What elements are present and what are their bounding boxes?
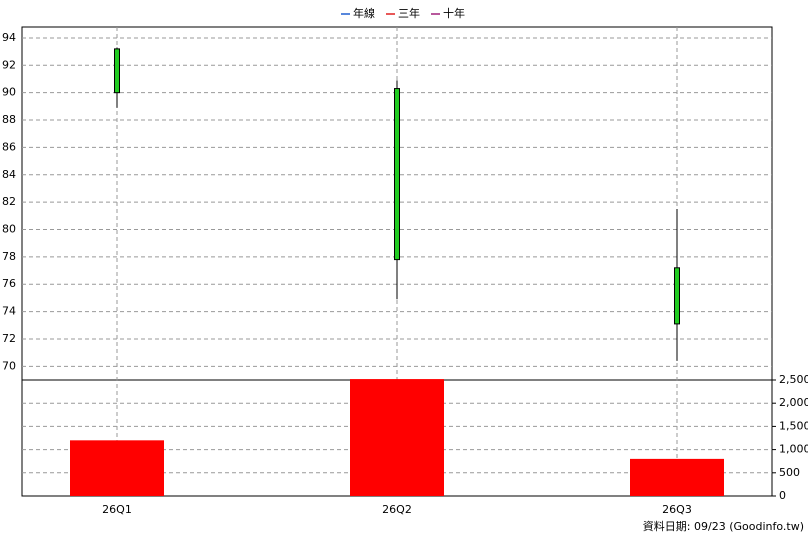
y-tick-label: 86 <box>2 140 16 153</box>
candle-body <box>394 88 400 261</box>
candle-body <box>674 267 680 325</box>
y-tick-label: 70 <box>2 359 16 372</box>
y2-tick-label: 1,500 <box>779 419 808 432</box>
legend-label: 年線 <box>353 6 375 20</box>
y-tick-label: 82 <box>2 195 16 208</box>
y-tick-label: 72 <box>2 332 16 345</box>
volume-bar <box>350 379 444 496</box>
y-tick-label: 80 <box>2 222 16 235</box>
y2-tick-label: 0 <box>779 489 786 502</box>
footer: 資料日期: 09/23 (Goodinfo.tw) <box>643 519 804 533</box>
x-tick-label: 26Q3 <box>662 503 692 516</box>
y-tick-label: 78 <box>2 250 16 263</box>
x-tick-label: 26Q1 <box>102 503 132 516</box>
y-tick-label: 74 <box>2 305 16 318</box>
y-tick-label: 76 <box>2 277 16 290</box>
candle-body <box>114 48 120 94</box>
y2-tick-label: 500 <box>779 466 800 479</box>
y-tick-label: 92 <box>2 58 16 71</box>
y-tick-label: 94 <box>2 31 16 44</box>
volume-bar <box>630 458 724 496</box>
x-tick-label: 26Q2 <box>382 503 412 516</box>
y2-tick-label: 1,000 <box>779 443 808 456</box>
legend-label: 三年 <box>398 6 420 20</box>
y-tick-label: 84 <box>2 168 16 181</box>
volume-bar <box>70 440 164 496</box>
y2-tick-label: 2,500 <box>779 373 808 386</box>
y-tick-label: 88 <box>2 113 16 126</box>
legend-label: 十年 <box>443 6 465 20</box>
y-tick-label: 90 <box>2 86 16 99</box>
y2-tick-label: 2,000 <box>779 396 808 409</box>
